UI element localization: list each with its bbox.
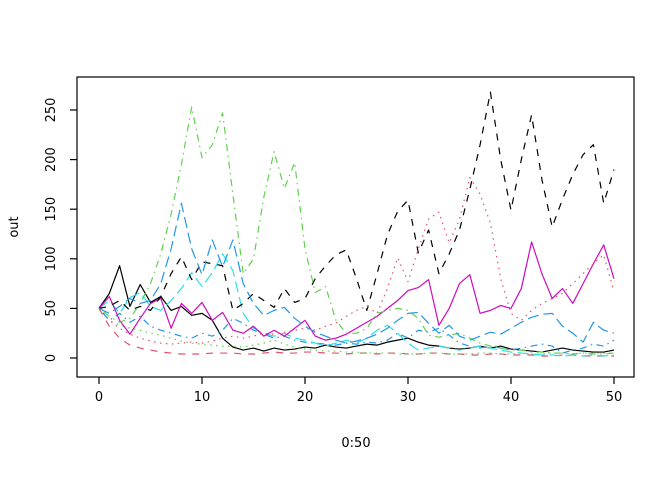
x-tick-label: 0	[95, 390, 103, 405]
series-line-series-6	[98, 241, 615, 341]
series-line-series-9	[98, 106, 615, 355]
x-tick-label: 40	[503, 390, 520, 405]
series-line-series-8	[98, 176, 615, 345]
plot-area: 0 10 20 30 40 50 0 50 100 150 200 250	[44, 76, 635, 405]
series-line-series-10	[98, 202, 615, 344]
x-tick-label: 10	[194, 390, 211, 405]
plot-border	[76, 76, 635, 378]
y-tick-label: 100	[44, 246, 59, 271]
x-tick-label: 20	[297, 390, 314, 405]
series-line-series-7	[98, 91, 615, 311]
y-tick-label: 150	[44, 197, 59, 222]
series-line-series-5	[98, 253, 615, 357]
y-axis-title: out	[7, 216, 22, 237]
x-tick-label: 50	[606, 390, 623, 405]
series-line-series-4	[98, 308, 615, 354]
x-tick-label: 30	[400, 390, 417, 405]
y-tick-label: 250	[44, 98, 59, 123]
y-tick-label: 200	[44, 147, 59, 172]
y-tick-label: 50	[44, 300, 59, 317]
x-axis-title: 0:50	[341, 436, 370, 451]
y-tick-label: 0	[44, 354, 59, 362]
series-line-series-1	[98, 265, 615, 353]
series-line-series-2	[98, 308, 614, 357]
